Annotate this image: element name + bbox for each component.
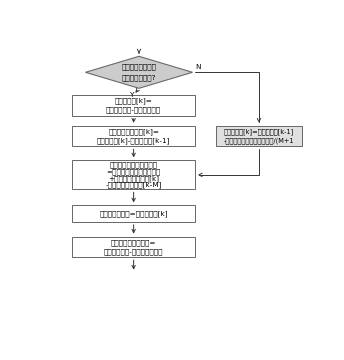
Bar [72,126,195,147]
Text: 同步后对侧电流向量=: 同步后对侧电流向量= [111,239,157,246]
Text: 基准向量差[k]=基准向量差[k-1]: 基准向量差[k]=基准向量差[k-1] [224,128,294,135]
Text: 本侧及对侧电压基: 本侧及对侧电压基 [121,64,157,70]
Text: -基准向量差变化累计寄存器/(M+1: -基准向量差变化累计寄存器/(M+1 [224,137,294,144]
Text: -基准向量差变化量[k-M]: -基准向量差变化量[k-M] [106,182,162,188]
Bar [72,160,195,189]
Text: N: N [195,63,201,69]
Text: Y: Y [130,91,135,98]
Text: 本侧基准向量-对侧基准向量: 本侧基准向量-对侧基准向量 [106,107,161,113]
Bar [72,237,195,257]
Text: 基准向量差[k]=: 基准向量差[k]= [115,98,153,104]
Text: 对侧电流向量-向量角度补偿值: 对侧电流向量-向量角度补偿值 [104,248,163,255]
Text: 向量角度补偿值=基准向量差[k]: 向量角度补偿值=基准向量差[k] [99,210,168,217]
Bar [216,126,302,147]
Text: +基准向量差变化量[k]: +基准向量差变化量[k] [108,175,159,182]
Text: 基准向量差变化量[k]=: 基准向量差变化量[k]= [108,128,159,135]
Polygon shape [86,57,192,88]
Text: 基准向量差变化量累计值: 基准向量差变化量累计值 [110,161,158,168]
Bar [72,95,195,116]
Text: =基准向量差变化量累计值: =基准向量差变化量累计值 [107,168,161,175]
Bar [72,205,195,222]
Text: 基准向量差[k]-基准向量差[k-1]: 基准向量差[k]-基准向量差[k-1] [97,137,170,144]
Text: 准向量是否正等?: 准向量是否正等? [122,74,156,81]
